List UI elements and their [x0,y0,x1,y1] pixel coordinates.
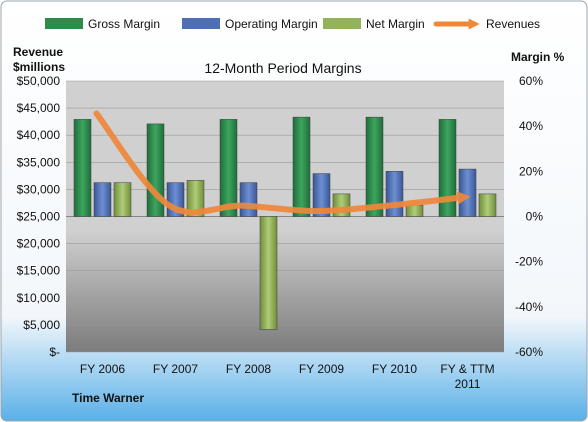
gridlines [66,80,504,353]
x-tick-label: 2011 [455,377,481,391]
y-left-tick-labels: $50,000 $45,000 $40,000 $35,000 $30,000 $25,0… [17,74,61,359]
y-left-tick-label: $40,000 [17,128,61,142]
y-left-tick-label: $15,000 [17,264,61,278]
y-left-tick-label: $25,000 [17,210,61,224]
bar-net-margin [113,182,132,217]
y-right-axis-title: Margin % [511,50,565,64]
bar-net-margin [186,180,205,217]
y-left-tick-label: $5,000 [23,318,60,332]
y-right-tick-label: -20% [515,255,543,269]
revenue-line-layer [93,110,471,216]
legend-item-operating-margin: Operating Margin [182,17,318,31]
bar-gross-margin [219,119,238,217]
legend: Gross Margin Operating Margin Net Margin… [45,17,540,31]
legend-label-revenues: Revenues [486,17,540,31]
y-right-tick-labels: 60% 40% 20% 0% -20% -40% -60% [515,74,543,359]
x-tick-labels: FY 2006 FY 2007 FY 2008 FY 2009 FY 2010 FY & … [80,362,495,391]
y-right-tick-label: 20% [519,164,543,178]
y-left-tick-label: $30,000 [17,182,61,196]
chart-title: 12-Month Period Margins [204,60,361,76]
legend-item-net-margin: Net Margin [323,17,425,31]
revenue-line [93,110,471,216]
y-right-tick-label: -40% [515,300,543,314]
y-right-tick-label: 60% [519,74,543,88]
x-tick-label: FY 2010 [372,362,417,376]
x-tick-label: FY 2006 [80,362,125,376]
bars [73,116,497,330]
bar-gross-margin [438,119,457,217]
x-tick-label: FY & TTM [440,362,494,376]
x-tick-label: FY 2008 [226,362,271,376]
y-left-tick-label: $50,000 [17,74,61,88]
legend-label-gross-margin: Gross Margin [88,17,160,31]
x-tick-label: FY 2007 [153,362,198,376]
legend-item-gross-margin: Gross Margin [45,17,160,31]
x-tick-label: FY 2009 [299,362,344,376]
legend-swatch-operating-margin [182,18,220,29]
y-left-tick-label: $10,000 [17,291,61,305]
y-right-tick-label: 0% [526,210,544,224]
bar-operating-margin [239,182,258,217]
legend-swatch-net-margin [323,18,361,29]
bar-gross-margin [365,116,384,217]
y-left-tick-label: $45,000 [17,101,61,115]
bar-net-margin [478,193,497,217]
bar-net-margin [405,204,424,217]
y-right-tick-label: -60% [515,345,543,359]
y-left-tick-label: $35,000 [17,155,61,169]
bar-operating-margin [385,171,404,217]
bar-net-margin [259,216,278,330]
y-left-tick-label: $20,000 [17,237,61,251]
y-left-axis-title-line1: Revenue [13,45,63,59]
bar-operating-margin [93,182,112,217]
legend-label-net-margin: Net Margin [366,17,425,31]
company-label: Time Warner [72,391,144,405]
legend-item-revenues: Revenues [433,17,540,31]
y-left-axis-title-line2: $millions [13,60,65,74]
y-right-tick-label: 40% [519,119,543,133]
y-left-tick-label: $- [49,345,60,359]
bar-operating-margin [312,173,331,217]
bar-gross-margin [292,116,311,217]
bar-gross-margin [73,119,92,217]
bar-operating-margin [458,168,477,217]
legend-label-operating-margin: Operating Margin [225,17,318,31]
legend-swatch-gross-margin [45,18,83,29]
